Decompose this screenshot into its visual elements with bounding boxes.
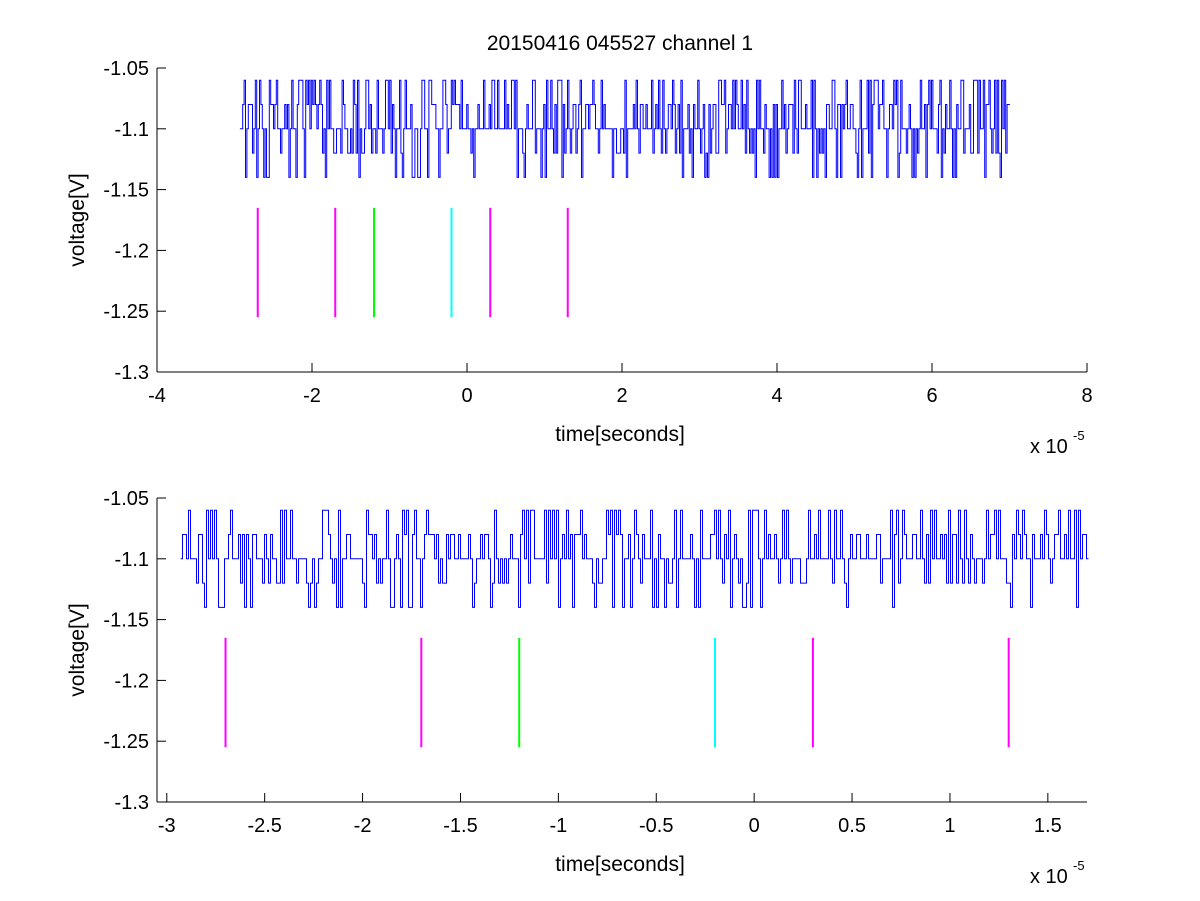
y-tick-label: -1.2: [115, 670, 149, 692]
x-tick-label: 2: [616, 385, 627, 407]
x-multiplier-exponent: -5: [1073, 858, 1085, 873]
x-tick-label: -4: [148, 385, 166, 407]
x-tick-label: -3: [158, 815, 176, 837]
y-tick-label: -1.15: [103, 610, 149, 632]
y-tick-label: -1.1: [115, 119, 149, 141]
x-axis-label: time[seconds]: [555, 423, 685, 446]
y-tick-label: -1.25: [103, 301, 149, 323]
x-multiplier-exponent: -5: [1073, 428, 1085, 443]
x-tick-label: -1: [549, 815, 567, 837]
x-tick-label: -2: [303, 385, 321, 407]
top-panel: -4 -2 0 2 4 6 8 -1.05 -1.1 -1.15 -1.2 -1.25 -1.3 time…: [66, 58, 1093, 458]
x-tick-label: 0: [461, 385, 472, 407]
x-tick-label: 1.5: [1034, 815, 1062, 837]
x-multiplier-label: x 10: [1030, 436, 1068, 458]
chart-title: 20150416 045527 channel 1: [487, 32, 753, 55]
y-tick-label: -1.3: [115, 792, 149, 814]
y-tick-label: -1.15: [103, 180, 149, 202]
y-tick-label: -1.1: [115, 549, 149, 571]
x-tick-label: 6: [926, 385, 937, 407]
bottom-panel: -3 -2.5 -2 -1.5 -1 -0.5 0 0.5 1 1.5 -1.05 -1.1 -1.15…: [66, 488, 1089, 888]
y-tick-label: -1.05: [103, 488, 149, 510]
signal-trace: [180, 509, 1089, 608]
x-tick-label: 0.5: [838, 815, 866, 837]
x-tick-label: 0: [749, 815, 760, 837]
x-tick-label: 8: [1081, 385, 1092, 407]
y-tick-label: -1.2: [115, 240, 149, 262]
signal-trace: [239, 79, 1010, 178]
x-multiplier-label: x 10: [1030, 866, 1068, 888]
y-tick-label: -1.05: [103, 58, 149, 80]
y-tick-label: -1.25: [103, 731, 149, 753]
x-tick-label: -1.5: [443, 815, 477, 837]
x-tick-label: -2: [354, 815, 372, 837]
y-axis-label: voltage[V]: [66, 173, 89, 266]
x-tick-label: -0.5: [639, 815, 673, 837]
x-axis-label: time[seconds]: [555, 853, 685, 876]
x-tick-label: -2.5: [247, 815, 281, 837]
x-tick-label: 4: [771, 385, 782, 407]
x-tick-label: 1: [944, 815, 955, 837]
y-tick-label: -1.3: [115, 362, 149, 384]
y-axis-label: voltage[V]: [66, 603, 89, 696]
